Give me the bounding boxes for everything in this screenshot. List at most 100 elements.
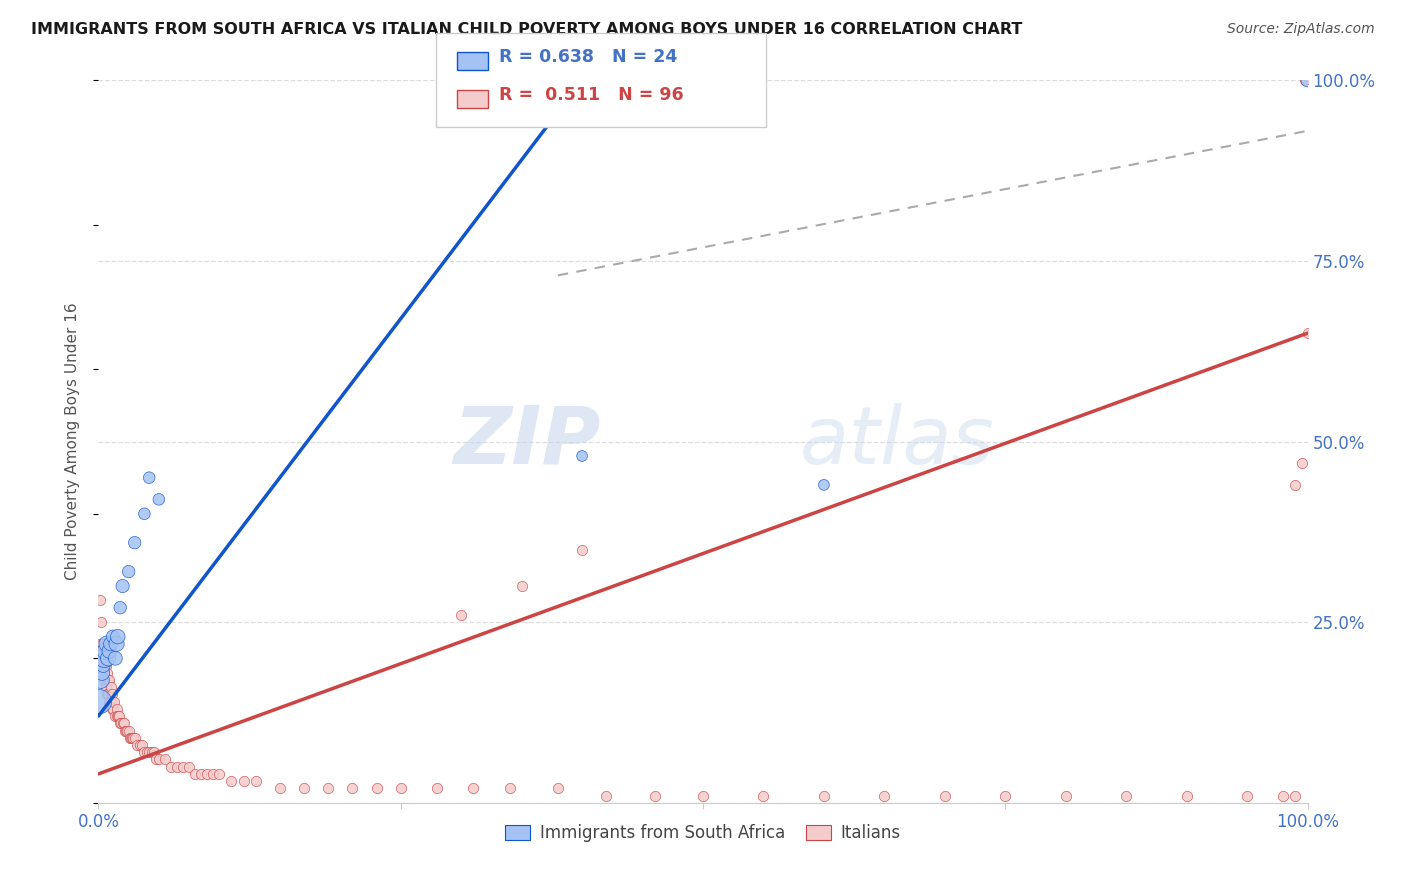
Point	[114, 723, 136, 738]
Point	[172, 760, 194, 774]
Text: R = 0.638   N = 24: R = 0.638 N = 24	[499, 48, 678, 66]
Point	[498, 781, 520, 796]
Point	[145, 752, 167, 766]
Point	[1175, 789, 1198, 803]
Point	[100, 695, 122, 709]
Point	[93, 673, 115, 687]
Point	[1054, 789, 1077, 803]
Point	[101, 630, 124, 644]
Point	[202, 767, 225, 781]
Point	[118, 723, 141, 738]
Point	[101, 702, 124, 716]
Text: ZIP: ZIP	[453, 402, 600, 481]
Point	[208, 767, 231, 781]
Point	[179, 760, 201, 774]
Point	[90, 673, 112, 687]
Point	[107, 630, 129, 644]
Point	[138, 470, 160, 484]
Point	[97, 651, 120, 665]
Point	[135, 745, 157, 759]
Point	[100, 702, 122, 716]
Point	[128, 738, 150, 752]
Point	[104, 709, 127, 723]
Point	[153, 752, 176, 766]
Point	[100, 637, 122, 651]
Point	[143, 745, 166, 759]
Point	[94, 680, 117, 694]
Point	[104, 651, 127, 665]
Point	[692, 789, 714, 803]
Point	[141, 745, 163, 759]
Point	[873, 789, 896, 803]
Point	[510, 579, 533, 593]
Point	[110, 716, 132, 731]
Point	[1284, 789, 1306, 803]
Point	[91, 644, 114, 658]
Point	[1294, 73, 1316, 87]
Point	[108, 709, 131, 723]
Point	[97, 673, 120, 687]
Point	[111, 579, 134, 593]
Point	[90, 651, 112, 665]
Point	[1236, 789, 1258, 803]
Point	[120, 731, 142, 745]
Point	[108, 716, 131, 731]
Point	[89, 695, 111, 709]
Point	[100, 687, 122, 701]
Point	[166, 760, 188, 774]
Point	[752, 789, 775, 803]
Point	[98, 673, 121, 687]
Point	[450, 607, 472, 622]
Text: IMMIGRANTS FROM SOUTH AFRICA VS ITALIAN CHILD POVERTY AMONG BOYS UNDER 16 CORREL: IMMIGRANTS FROM SOUTH AFRICA VS ITALIAN …	[31, 22, 1022, 37]
Text: atlas: atlas	[800, 402, 994, 481]
Point	[91, 658, 114, 673]
Point	[195, 767, 218, 781]
Point	[107, 709, 129, 723]
Point	[118, 731, 141, 745]
Point	[148, 492, 170, 507]
Point	[94, 658, 117, 673]
Point	[1284, 478, 1306, 492]
Point	[89, 593, 111, 607]
Point	[124, 731, 146, 745]
Point	[463, 781, 485, 796]
Point	[93, 651, 115, 665]
Point	[547, 781, 569, 796]
Point	[98, 695, 121, 709]
Point	[571, 542, 593, 557]
Point	[108, 600, 131, 615]
Point	[89, 637, 111, 651]
Point	[90, 615, 112, 630]
Point	[124, 535, 146, 549]
Point	[117, 723, 139, 738]
Point	[122, 731, 145, 745]
Point	[96, 687, 118, 701]
Point	[91, 637, 114, 651]
Text: Source: ZipAtlas.com: Source: ZipAtlas.com	[1227, 22, 1375, 37]
Y-axis label: Child Poverty Among Boys Under 16: Child Poverty Among Boys Under 16	[65, 302, 80, 581]
Point	[571, 449, 593, 463]
Point	[148, 752, 170, 766]
Point	[595, 789, 617, 803]
Point	[813, 478, 835, 492]
Point	[121, 731, 143, 745]
Point	[105, 702, 128, 716]
Point	[426, 781, 449, 796]
Point	[292, 781, 315, 796]
Point	[1115, 789, 1137, 803]
Point	[105, 709, 128, 723]
Point	[94, 644, 117, 658]
Point	[91, 658, 114, 673]
Point	[389, 781, 412, 796]
Point	[813, 789, 835, 803]
Point	[127, 738, 149, 752]
Point	[1272, 789, 1295, 803]
Point	[91, 665, 114, 680]
Point	[134, 745, 156, 759]
Point	[134, 507, 156, 521]
Point	[1296, 73, 1319, 87]
Point	[115, 723, 138, 738]
Point	[97, 687, 120, 701]
Point	[91, 665, 114, 680]
Point	[1291, 456, 1313, 470]
